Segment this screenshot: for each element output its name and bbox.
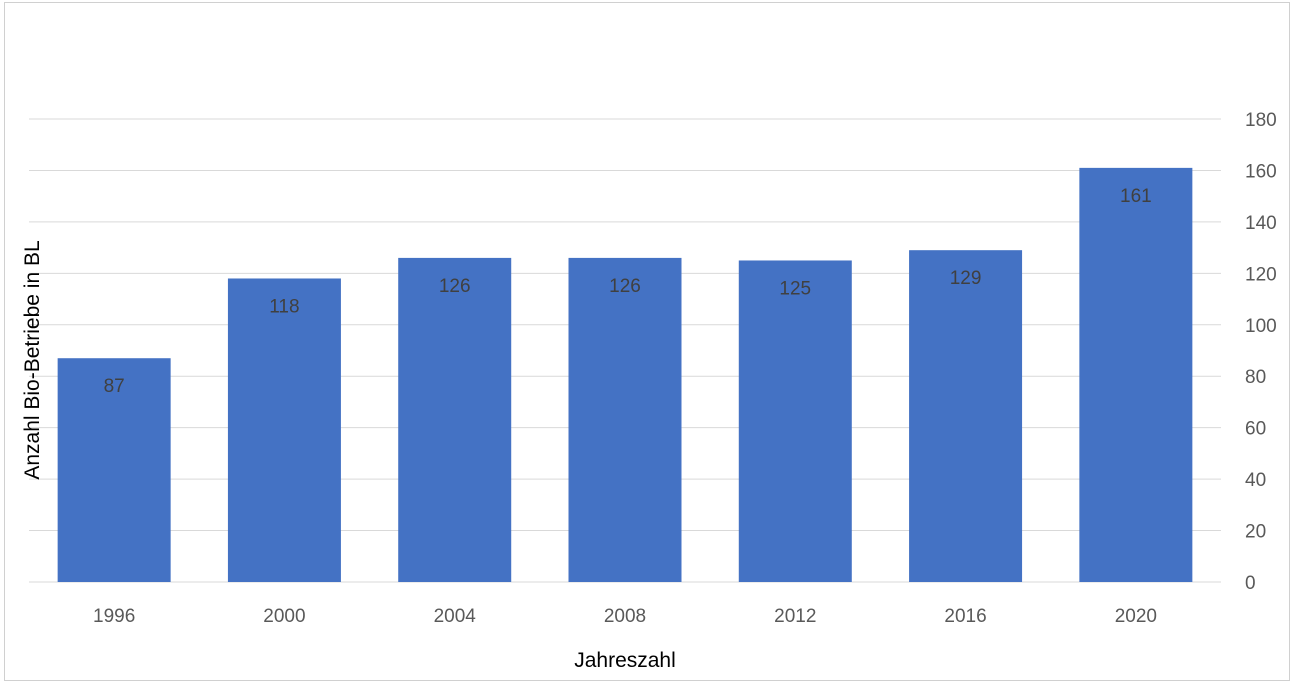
x-tick-label: 2008 <box>604 606 646 627</box>
x-tick-label: 1996 <box>93 606 135 627</box>
bar-2016 <box>909 250 1023 582</box>
y-axis-title: Anzahl Bio-Betriebe in BL <box>21 240 44 479</box>
bar-2012 <box>738 260 852 582</box>
y-tick-label: 160 <box>1245 161 1277 182</box>
y-tick-label: 180 <box>1245 110 1277 131</box>
x-tick-label: 2020 <box>1115 606 1157 627</box>
x-tick-label: 2000 <box>263 606 305 627</box>
x-axis-ticks: 1996 2000 2004 2008 2012 2016 2020 <box>93 606 1157 627</box>
bar-chart: 87 118 126 126 125 129 161 0 20 40 60 80 100 120 140 1… <box>21 110 1277 672</box>
y-tick-label: 40 <box>1245 470 1266 491</box>
y-tick-label: 120 <box>1245 264 1277 285</box>
x-tick-label: 2012 <box>774 606 816 627</box>
bar-2020 <box>1079 167 1193 582</box>
bar-2000 <box>227 278 341 582</box>
data-labels: 87 118 126 126 125 129 161 <box>104 186 1152 397</box>
y-axis-ticks: 0 20 40 60 80 100 120 140 160 180 <box>1245 110 1277 594</box>
x-tick-label: 2016 <box>944 606 986 627</box>
data-label-2004: 126 <box>439 276 471 297</box>
y-tick-label: 140 <box>1245 213 1277 234</box>
bar-1996 <box>57 358 171 582</box>
bar-2004 <box>398 257 512 582</box>
x-axis-title: Jahreszahl <box>574 649 676 672</box>
chart-frame: 87 118 126 126 125 129 161 0 20 40 60 80 100 120 140 1… <box>4 2 1290 681</box>
bar-2008 <box>568 257 682 582</box>
data-label-2000: 118 <box>269 296 299 317</box>
y-tick-label: 60 <box>1245 419 1266 440</box>
data-label-2012: 125 <box>779 278 811 299</box>
data-label-2020: 161 <box>1120 186 1152 207</box>
bars <box>57 167 1193 582</box>
y-tick-label: 20 <box>1245 522 1266 543</box>
x-tick-label: 2004 <box>434 606 477 627</box>
data-label-2016: 129 <box>950 268 982 289</box>
y-tick-label: 100 <box>1245 316 1277 337</box>
y-tick-label: 80 <box>1245 367 1266 388</box>
y-tick-label: 0 <box>1245 573 1256 594</box>
data-label-2008: 126 <box>609 276 641 297</box>
data-label-1996: 87 <box>104 376 125 397</box>
